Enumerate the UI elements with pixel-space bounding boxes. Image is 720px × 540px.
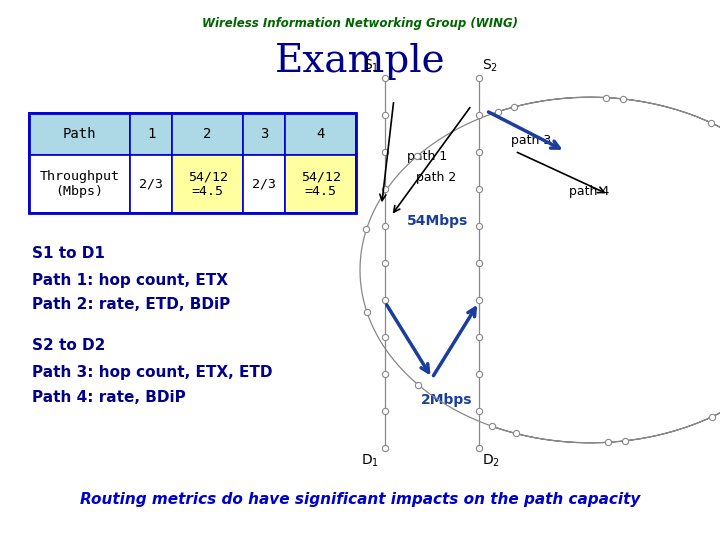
- Text: D$_1$: D$_1$: [361, 453, 379, 469]
- Text: Path 1: hop count, ETX: Path 1: hop count, ETX: [32, 273, 228, 288]
- Text: Wireless Information Networking Group (WING): Wireless Information Networking Group (W…: [202, 17, 518, 30]
- Bar: [172, 113, 243, 156]
- Text: Path 4: rate, BDiP: Path 4: rate, BDiP: [32, 390, 186, 405]
- Text: Example: Example: [275, 43, 445, 80]
- Text: Routing metrics do have significant impacts on the path capacity: Routing metrics do have significant impa…: [80, 492, 640, 507]
- Text: Path 3: hop count, ETX, ETD: Path 3: hop count, ETX, ETD: [32, 364, 273, 380]
- Text: 54/12
=4.5: 54/12 =4.5: [188, 170, 228, 198]
- Text: 2/3: 2/3: [139, 178, 163, 191]
- Text: path 3: path 3: [511, 134, 552, 147]
- Text: S1 to D1: S1 to D1: [32, 246, 105, 261]
- Bar: [285, 156, 356, 213]
- Text: Throughput
(Mbps): Throughput (Mbps): [40, 170, 120, 198]
- Text: S$_1$: S$_1$: [364, 58, 379, 74]
- Text: 2/3: 2/3: [252, 178, 276, 191]
- Text: 3: 3: [260, 127, 269, 141]
- Bar: [172, 156, 243, 213]
- Bar: [29, 113, 130, 156]
- Text: 54Mbps: 54Mbps: [407, 214, 468, 228]
- Bar: [29, 113, 356, 213]
- Bar: [130, 156, 172, 213]
- Bar: [243, 113, 285, 156]
- Text: S2 to D2: S2 to D2: [32, 338, 106, 353]
- Text: path 2: path 2: [416, 171, 456, 184]
- Text: path 4: path 4: [569, 185, 609, 198]
- Text: Path: Path: [63, 127, 96, 141]
- Text: path 1: path 1: [407, 150, 447, 163]
- Text: 54/12
=4.5: 54/12 =4.5: [301, 170, 341, 198]
- Text: Path 2: rate, ETD, BDiP: Path 2: rate, ETD, BDiP: [32, 297, 230, 312]
- Text: 1: 1: [147, 127, 156, 141]
- Text: 4: 4: [317, 127, 325, 141]
- Text: 2: 2: [204, 127, 212, 141]
- Bar: [130, 113, 172, 156]
- Text: S$_2$: S$_2$: [482, 58, 498, 74]
- Bar: [285, 113, 356, 156]
- Bar: [243, 156, 285, 213]
- Text: 2Mbps: 2Mbps: [421, 393, 473, 407]
- Text: D$_2$: D$_2$: [482, 453, 500, 469]
- Bar: [29, 156, 130, 213]
